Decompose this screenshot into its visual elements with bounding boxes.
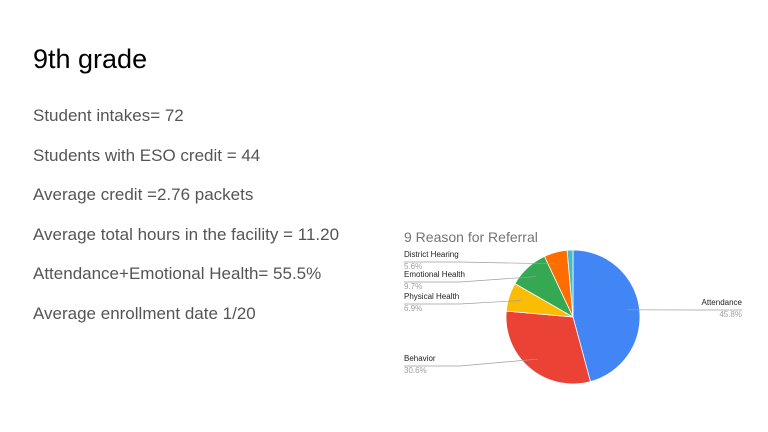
stat-enrollment-date: Average enrollment date 1/20 bbox=[33, 303, 256, 323]
slice-label: Attendance bbox=[702, 298, 743, 307]
stat-average-credit: Average credit =2.76 packets bbox=[33, 185, 254, 205]
slice-percent: 30.6% bbox=[404, 366, 427, 375]
slice-label: Physical Health bbox=[404, 292, 459, 301]
leader-line bbox=[404, 261, 559, 265]
slice-label: District Hearing bbox=[404, 250, 459, 259]
slice-percent: 45.8% bbox=[719, 310, 742, 319]
leader-line bbox=[404, 300, 521, 305]
stat-student-intakes: Student intakes= 72 bbox=[33, 106, 184, 125]
stat-attendance-emotional: Attendance+Emotional Health= 55.5% bbox=[33, 264, 322, 284]
pie-slice-attendance bbox=[572, 249, 641, 383]
slice-percent: 9.7% bbox=[404, 282, 422, 291]
slice-percent: 6.9% bbox=[404, 304, 422, 313]
slice-percent: 5.6% bbox=[404, 262, 422, 271]
stats-list: Student intakes= 72 Students with ESO cr… bbox=[33, 104, 339, 342]
pie-slice-behavior bbox=[505, 310, 591, 385]
pie-slice-other bbox=[566, 249, 574, 318]
stat-eso-credit: Students with ESO credit = 44 bbox=[33, 145, 261, 165]
slice-label: Emotional Health bbox=[404, 270, 465, 279]
slice-label: Behavior bbox=[404, 354, 436, 363]
chart-title: 9 Reason for Referral bbox=[404, 229, 538, 245]
leader-line bbox=[404, 276, 536, 283]
leader-line bbox=[404, 358, 538, 367]
stat-average-hours: Average total hours in the facility = 11… bbox=[33, 224, 340, 244]
slide-title: 9th grade bbox=[33, 44, 148, 74]
